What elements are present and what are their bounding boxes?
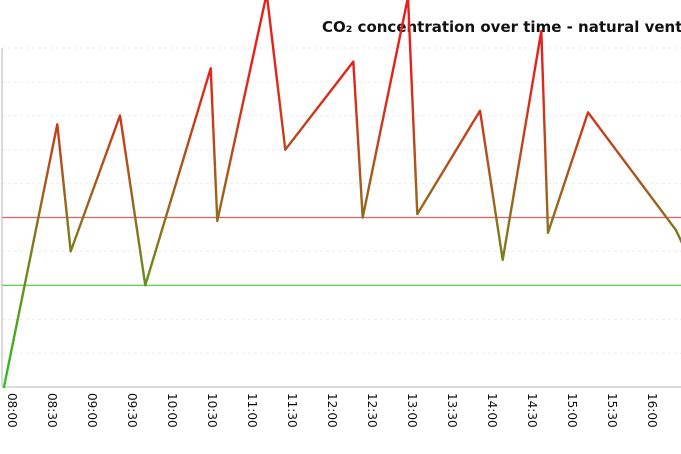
x-tick-label: 10:30 (205, 393, 219, 428)
x-tick-label: 16:00 (645, 393, 659, 428)
x-tick-label: 11:00 (245, 393, 259, 428)
x-tick-label: 14:00 (485, 393, 499, 428)
x-tick-label: 08:30 (45, 393, 59, 428)
x-tick-label: 09:00 (85, 393, 99, 428)
chart-title: CO₂ concentration over time - natural ve… (322, 18, 681, 36)
series-line (2, 0, 681, 389)
x-tick-label: 08:00 (5, 393, 19, 428)
x-tick-label: 09:30 (125, 393, 139, 428)
x-tick-label: 15:00 (565, 393, 579, 428)
x-tick-label: 13:30 (445, 393, 459, 428)
gridlines (2, 47, 681, 354)
reference-lines (2, 216, 681, 286)
x-tick-label: 13:00 (405, 393, 419, 428)
x-tick-label: 12:00 (325, 393, 339, 428)
x-tick-label: 14:30 (525, 393, 539, 428)
x-tick-label: 10:00 (165, 393, 179, 428)
x-tick-label: 11:30 (285, 393, 299, 428)
data-series (2, 0, 681, 389)
x-tick-label: 12:30 (365, 393, 379, 428)
x-axis-ticks: 08:00 08:30 09:00 09:30 10:00 10:30 11:00 11:30… (5, 393, 659, 428)
x-tick-label: 15:30 (605, 393, 619, 428)
